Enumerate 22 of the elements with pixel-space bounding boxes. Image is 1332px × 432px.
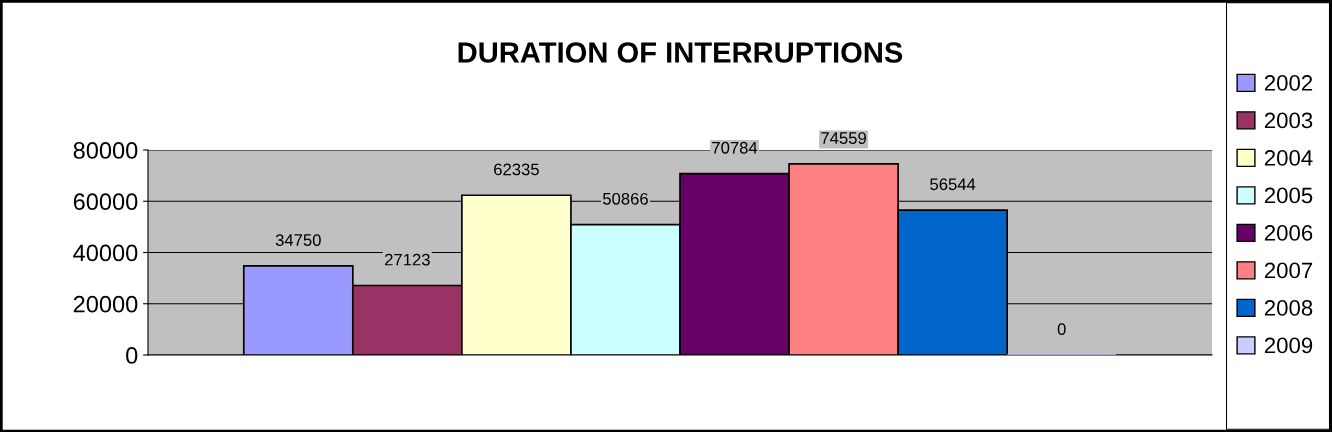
y-tick-label: 0 [126, 347, 138, 364]
data-label: 74559 [821, 132, 866, 144]
legend-label: 2004 [1264, 150, 1313, 166]
data-label: 62335 [494, 163, 539, 176]
y-tick-label: 40000 [73, 244, 138, 262]
legend-label: 2006 [1264, 225, 1313, 241]
legend-label: 2008 [1264, 300, 1313, 316]
legend-label: 2007 [1264, 262, 1313, 279]
data-label: 34750 [275, 234, 321, 246]
legend-label: 2002 [1264, 75, 1313, 91]
chart-title: DURATION OF INTERRUPTIONS [458, 42, 903, 63]
data-label: 27123 [385, 253, 430, 266]
legend-label: 2005 [1264, 187, 1313, 204]
data-label: 50866 [602, 192, 648, 205]
y-tick-label: 80000 [73, 142, 138, 159]
legend-label: 2003 [1264, 112, 1313, 129]
data-label: 0 [1057, 323, 1066, 336]
y-tick-label: 20000 [73, 295, 138, 313]
legend-label: 2009 [1264, 337, 1313, 354]
data-label: 56544 [930, 178, 976, 191]
y-tick-label: 60000 [73, 193, 138, 211]
data-label: 70784 [712, 141, 758, 154]
